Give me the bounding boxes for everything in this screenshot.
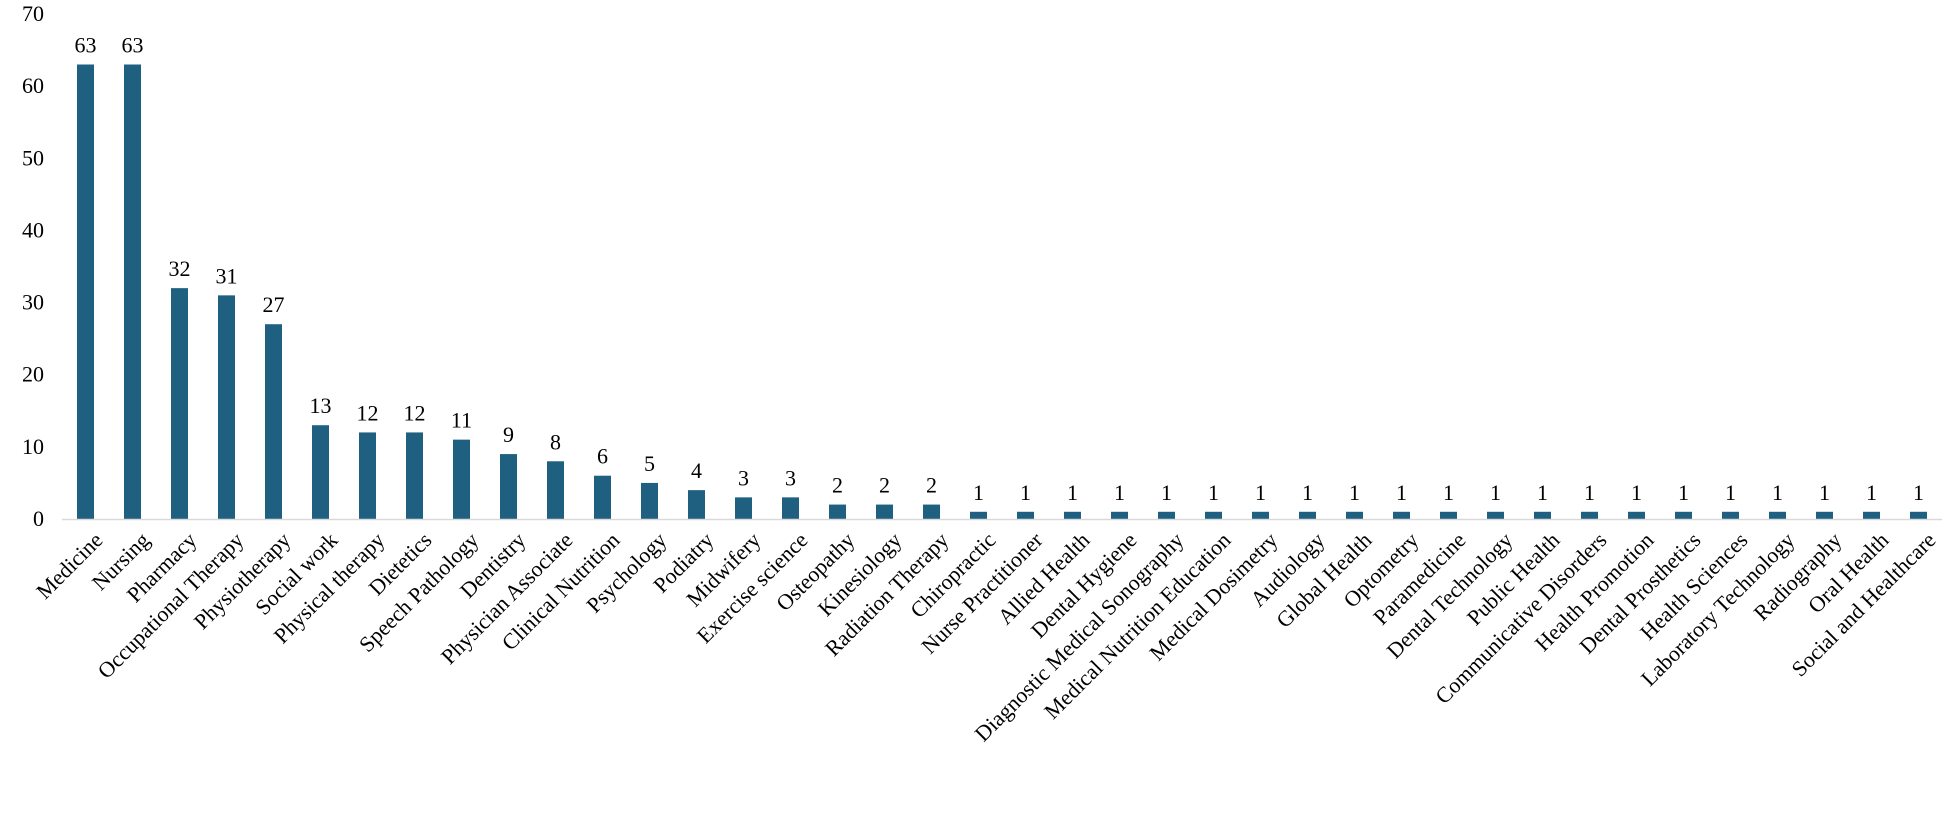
bar xyxy=(923,504,940,519)
data-label: 1 xyxy=(1490,480,1501,505)
bar xyxy=(1017,511,1034,519)
bar xyxy=(1393,511,1410,519)
data-label: 1 xyxy=(1819,480,1830,505)
bar xyxy=(594,475,611,519)
bar xyxy=(1628,511,1645,519)
data-label: 1 xyxy=(1396,480,1407,505)
bar xyxy=(359,432,376,519)
data-label: 27 xyxy=(263,292,285,317)
data-label: 1 xyxy=(1678,480,1689,505)
bar xyxy=(1205,511,1222,519)
data-label: 1 xyxy=(1255,480,1266,505)
bar xyxy=(876,504,893,519)
data-label: 2 xyxy=(926,473,937,498)
y-axis: 0 10 20 30 40 50 60 70 xyxy=(22,1,44,531)
data-label: 8 xyxy=(550,429,561,454)
data-label: 6 xyxy=(597,444,608,469)
bar xyxy=(77,64,94,519)
data-label: 9 xyxy=(503,422,514,447)
bar xyxy=(782,497,799,519)
bar xyxy=(218,295,235,519)
bar xyxy=(1158,511,1175,519)
bar xyxy=(1769,511,1786,519)
data-label: 12 xyxy=(357,400,379,425)
y-tick-label: 20 xyxy=(22,362,44,387)
y-tick-label: 40 xyxy=(22,217,44,242)
bar xyxy=(124,64,141,519)
data-label: 1 xyxy=(1020,480,1031,505)
bar xyxy=(1440,511,1457,519)
data-label: 1 xyxy=(1631,480,1642,505)
bar xyxy=(1816,511,1833,519)
data-label: 2 xyxy=(879,473,890,498)
data-label: 63 xyxy=(75,33,97,58)
data-label: 63 xyxy=(122,33,144,58)
bar xyxy=(641,482,658,519)
bar xyxy=(1581,511,1598,519)
data-label: 4 xyxy=(691,458,702,483)
data-label: 13 xyxy=(310,393,332,418)
data-label: 1 xyxy=(1725,480,1736,505)
bar xyxy=(1534,511,1551,519)
data-label: 1 xyxy=(1866,480,1877,505)
bar xyxy=(735,497,752,519)
data-label: 1 xyxy=(1161,480,1172,505)
bar xyxy=(406,432,423,519)
bar xyxy=(1910,511,1927,519)
bar xyxy=(1252,511,1269,519)
data-label: 1 xyxy=(1302,480,1313,505)
data-label: 1 xyxy=(1584,480,1595,505)
bar xyxy=(829,504,846,519)
bar xyxy=(1863,511,1880,519)
data-label: 3 xyxy=(738,465,749,490)
data-label: 5 xyxy=(644,451,655,476)
bar xyxy=(970,511,987,519)
y-tick-label: 30 xyxy=(22,290,44,315)
bar xyxy=(1675,511,1692,519)
data-label: 1 xyxy=(1772,480,1783,505)
y-tick-label: 0 xyxy=(33,506,44,531)
data-label: 1 xyxy=(1537,480,1548,505)
y-tick-label: 10 xyxy=(22,434,44,459)
bar xyxy=(1346,511,1363,519)
data-label: 1 xyxy=(1114,480,1125,505)
bar xyxy=(500,454,517,519)
y-tick-label: 70 xyxy=(22,1,44,26)
bar xyxy=(453,439,470,519)
bar xyxy=(1111,511,1128,519)
bar xyxy=(171,288,188,519)
data-label: 1 xyxy=(1067,480,1078,505)
bar xyxy=(547,461,564,519)
data-label: 32 xyxy=(169,256,191,281)
y-tick-label: 50 xyxy=(22,145,44,170)
bar xyxy=(1064,511,1081,519)
bar xyxy=(1487,511,1504,519)
data-label: 1 xyxy=(1349,480,1360,505)
bars xyxy=(77,64,1927,519)
category-label: Medicine xyxy=(31,527,107,603)
data-label: 2 xyxy=(832,473,843,498)
bar xyxy=(1722,511,1739,519)
data-label: 11 xyxy=(451,408,472,433)
data-label: 3 xyxy=(785,465,796,490)
bar xyxy=(688,490,705,519)
data-label: 1 xyxy=(973,480,984,505)
data-label: 1 xyxy=(1913,480,1924,505)
bar xyxy=(312,425,329,519)
data-label: 12 xyxy=(404,400,426,425)
data-label: 1 xyxy=(1443,480,1454,505)
data-label: 31 xyxy=(216,263,238,288)
bar xyxy=(1299,511,1316,519)
y-tick-label: 60 xyxy=(22,73,44,98)
bar xyxy=(265,324,282,519)
data-label: 1 xyxy=(1208,480,1219,505)
